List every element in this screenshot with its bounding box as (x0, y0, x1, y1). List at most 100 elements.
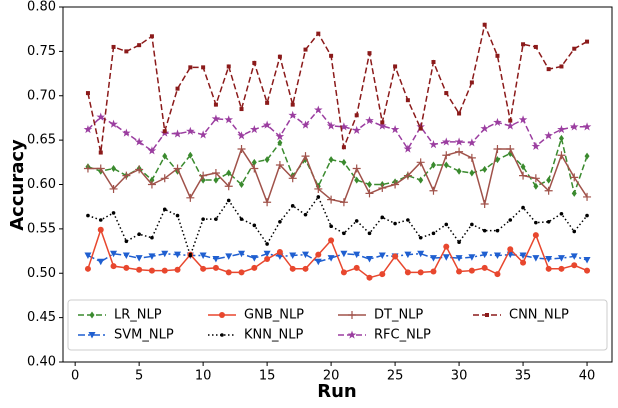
marker (417, 269, 424, 276)
marker (354, 219, 359, 223)
series-line (87, 227, 588, 279)
marker (469, 80, 474, 85)
marker (482, 22, 487, 27)
marker (546, 67, 551, 72)
marker (211, 114, 221, 123)
marker (340, 269, 347, 276)
marker (519, 252, 527, 259)
marker (416, 158, 425, 167)
marker (162, 207, 167, 212)
marker (454, 137, 464, 146)
marker (124, 239, 129, 244)
plot-frame (62, 6, 613, 363)
marker (365, 116, 374, 125)
marker (329, 53, 334, 58)
marker (544, 186, 553, 195)
marker (342, 231, 346, 236)
marker (316, 195, 321, 199)
marker (480, 124, 489, 133)
marker (418, 126, 423, 131)
marker (429, 255, 437, 262)
marker (518, 115, 528, 124)
marker (572, 46, 577, 51)
marker (406, 218, 410, 222)
marker (390, 124, 400, 134)
marker (199, 171, 208, 180)
marker (533, 44, 538, 49)
marker (96, 112, 106, 121)
marker (277, 139, 283, 147)
marker (201, 217, 205, 221)
legend-label: KNN_NLP (244, 328, 303, 343)
legend-label: SVM_NLP (114, 328, 174, 343)
marker (545, 265, 552, 272)
series-line (87, 108, 588, 152)
marker (301, 152, 310, 161)
marker (493, 145, 502, 153)
marker (520, 163, 526, 171)
marker (468, 254, 476, 261)
marker (341, 145, 346, 150)
x-tick-label: 30 (451, 369, 468, 384)
marker (315, 251, 322, 258)
marker (187, 151, 193, 159)
x-tick-label: 35 (515, 369, 532, 384)
marker (83, 124, 93, 134)
marker (238, 269, 245, 276)
marker (264, 156, 270, 164)
marker (348, 311, 356, 319)
y-tick-label: 0.70 (27, 88, 56, 103)
marker (224, 182, 233, 191)
legend: LR_NLP SVM_NLP GNB_NLP KNN_NLP DT_NLP RFC_NLP… (67, 299, 608, 351)
marker (302, 251, 310, 259)
marker (162, 129, 167, 134)
marker (558, 265, 565, 272)
x-tick-label: 40 (579, 369, 596, 384)
marker (303, 212, 308, 217)
marker (559, 64, 564, 69)
marker (161, 250, 169, 258)
marker (175, 86, 180, 91)
marker (403, 144, 413, 153)
marker (339, 122, 349, 131)
marker (123, 264, 130, 271)
marker (290, 204, 295, 208)
legend-label: RFC_NLP (374, 328, 431, 343)
marker (546, 219, 551, 224)
marker (97, 258, 105, 266)
marker (531, 174, 540, 183)
marker (558, 134, 564, 142)
marker (239, 181, 245, 188)
marker (263, 198, 272, 207)
marker (469, 169, 475, 177)
series-line (87, 147, 588, 205)
marker (328, 237, 335, 244)
marker (225, 269, 232, 276)
marker (443, 243, 450, 250)
marker (173, 164, 182, 173)
marker (252, 60, 257, 65)
marker (347, 330, 357, 339)
marker (212, 256, 220, 263)
y-axis-label: Accuracy (7, 139, 28, 231)
marker (559, 211, 564, 216)
marker (493, 252, 501, 259)
marker (149, 176, 155, 184)
marker (430, 268, 437, 275)
marker (339, 198, 348, 207)
marker (86, 213, 90, 218)
marker (97, 226, 104, 233)
legend-label: CNN_NLP (509, 308, 569, 323)
marker (570, 173, 579, 182)
marker (429, 140, 438, 149)
marker (186, 193, 195, 202)
marker (444, 91, 449, 96)
marker (508, 118, 513, 123)
y-tick-label: 0.40 (27, 355, 56, 370)
marker (226, 169, 232, 177)
marker (264, 256, 271, 263)
marker (431, 231, 436, 236)
marker (534, 220, 538, 225)
marker (226, 64, 231, 69)
